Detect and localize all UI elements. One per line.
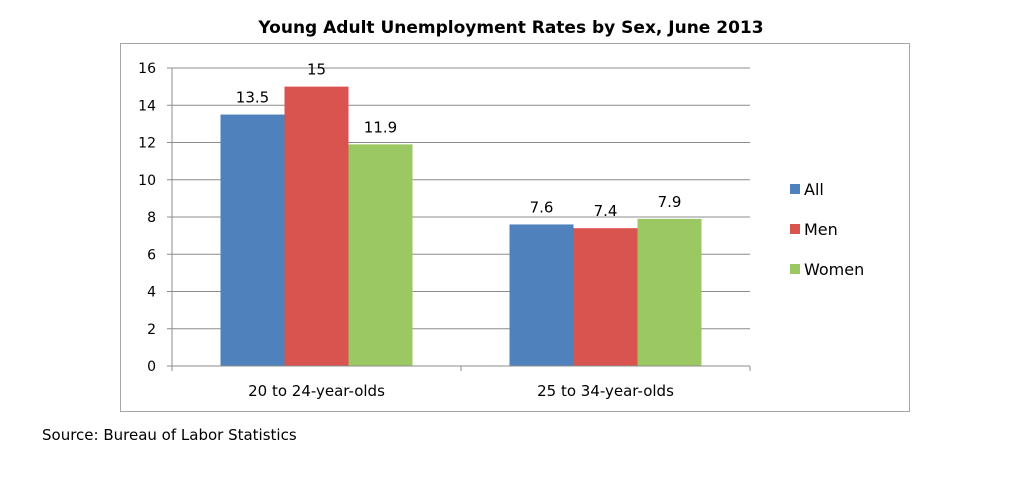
bar-women-1	[348, 144, 413, 366]
x-category-label: 25 to 34-year-olds	[537, 382, 674, 400]
bar-men-1	[284, 86, 349, 366]
axes: 0 2 4 6 8 10 12 14 16 20 to 24-year-olds 25 to 34-…	[138, 61, 751, 400]
legend-swatch-all	[790, 184, 800, 194]
source-note: Source: Bureau of Labor Statistics	[42, 426, 297, 444]
y-tick-label: 0	[147, 359, 156, 375]
legend-swatch-women	[790, 264, 800, 274]
y-tick-label: 6	[147, 247, 156, 263]
legend: All Men Women	[790, 180, 864, 279]
y-tick-label: 16	[138, 61, 156, 77]
y-tick-label: 12	[138, 136, 156, 152]
bar-women-2	[637, 218, 702, 366]
legend-label-women: Women	[804, 260, 864, 279]
chart-title: Young Adult Unemployment Rates by Sex, J…	[258, 18, 764, 38]
bar-men-2	[573, 228, 638, 366]
data-label: 7.9	[658, 193, 682, 211]
y-tick-label: 2	[147, 322, 156, 338]
legend-swatch-men	[790, 224, 800, 234]
data-label: 15	[307, 61, 326, 79]
legend-label-men: Men	[804, 220, 838, 239]
bar-all-1	[220, 114, 285, 366]
y-tick-label: 10	[138, 173, 156, 189]
data-labels: 13.5 15 11.9 7.6 7.4 7.9	[236, 61, 682, 221]
x-category-label: 20 to 24-year-olds	[248, 382, 385, 400]
chart-frame	[120, 43, 910, 412]
bar-all-2	[509, 224, 574, 366]
y-tick-label: 14	[138, 98, 156, 114]
legend-label-all: All	[804, 180, 824, 199]
data-label: 13.5	[236, 89, 269, 107]
y-tick-label: 8	[147, 210, 156, 226]
data-label: 7.6	[530, 198, 554, 216]
data-label: 7.4	[594, 202, 618, 220]
data-label: 11.9	[364, 118, 397, 136]
y-tick-label: 4	[147, 285, 156, 301]
bars	[220, 86, 702, 366]
